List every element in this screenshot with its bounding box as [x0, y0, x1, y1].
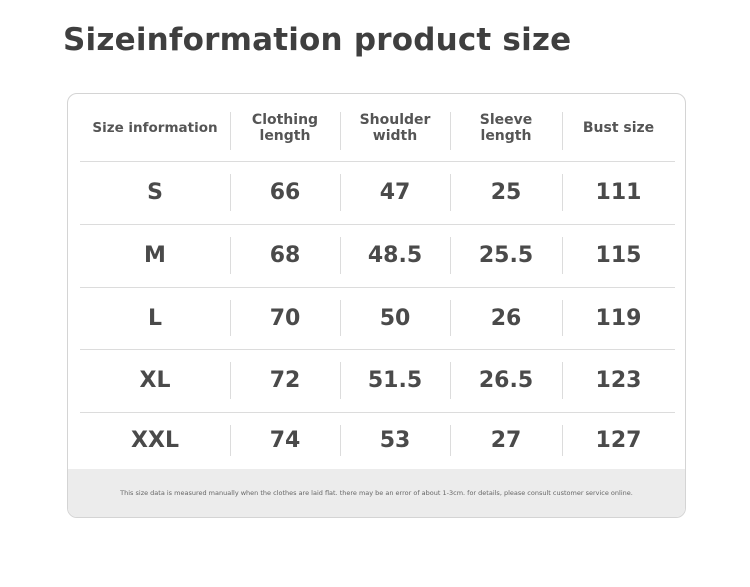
- size-value: 70: [269, 305, 301, 331]
- size-value: 68: [269, 243, 301, 268]
- size-value: 47: [379, 180, 411, 205]
- size-label: XL: [139, 368, 171, 393]
- size-value: 119: [595, 305, 642, 331]
- column-divider: [340, 112, 341, 150]
- size-table: This size data is measured manually when…: [67, 93, 686, 518]
- size-value: 74: [269, 428, 301, 453]
- column-divider: [340, 425, 341, 456]
- column-divider: [450, 174, 451, 211]
- size-value: 50: [379, 305, 411, 331]
- size-value: 25: [490, 180, 522, 205]
- page-title: Sizeinformation product size: [63, 22, 572, 58]
- size-label: XXL: [131, 428, 179, 453]
- column-divider: [562, 362, 563, 399]
- size-value: 66: [269, 180, 301, 205]
- size-value: 27: [490, 428, 522, 453]
- column-divider: [450, 425, 451, 456]
- column-header: Bust size: [582, 119, 655, 136]
- column-divider: [562, 174, 563, 211]
- table-note: This size data is measured manually when…: [68, 469, 685, 517]
- size-label: L: [147, 305, 163, 331]
- column-header: Clothing length: [251, 111, 319, 144]
- row-divider: [80, 412, 675, 413]
- size-value: 111: [595, 180, 642, 205]
- column-divider: [562, 237, 563, 274]
- size-value: 48.5: [367, 243, 423, 268]
- column-divider: [562, 112, 563, 150]
- size-value: 127: [595, 428, 642, 453]
- column-divider: [230, 362, 231, 399]
- size-value: 25.5: [478, 243, 534, 268]
- column-divider: [340, 362, 341, 399]
- column-divider: [230, 174, 231, 211]
- column-divider: [450, 300, 451, 336]
- row-divider: [80, 287, 675, 288]
- size-label: M: [144, 243, 166, 268]
- column-divider: [230, 425, 231, 456]
- size-value: 123: [595, 368, 642, 393]
- column-divider: [562, 425, 563, 456]
- row-divider: [80, 224, 675, 225]
- size-value: 26: [490, 305, 522, 331]
- size-value: 115: [595, 243, 642, 268]
- column-divider: [562, 300, 563, 336]
- size-label: S: [147, 180, 163, 205]
- size-value: 26.5: [478, 368, 534, 393]
- column-divider: [450, 112, 451, 150]
- column-header: Sleeve length: [479, 111, 533, 144]
- column-divider: [230, 112, 231, 150]
- column-divider: [450, 362, 451, 399]
- row-divider: [80, 349, 675, 350]
- column-header: Shoulder width: [359, 111, 431, 144]
- column-divider: [230, 237, 231, 274]
- row-divider: [80, 161, 675, 162]
- size-value: 72: [269, 368, 301, 393]
- column-divider: [230, 300, 231, 336]
- size-value: 51.5: [367, 368, 423, 393]
- column-divider: [450, 237, 451, 274]
- column-divider: [340, 174, 341, 211]
- size-value: 53: [379, 428, 411, 453]
- column-header: Size information: [92, 119, 218, 136]
- column-divider: [340, 237, 341, 274]
- column-divider: [340, 300, 341, 336]
